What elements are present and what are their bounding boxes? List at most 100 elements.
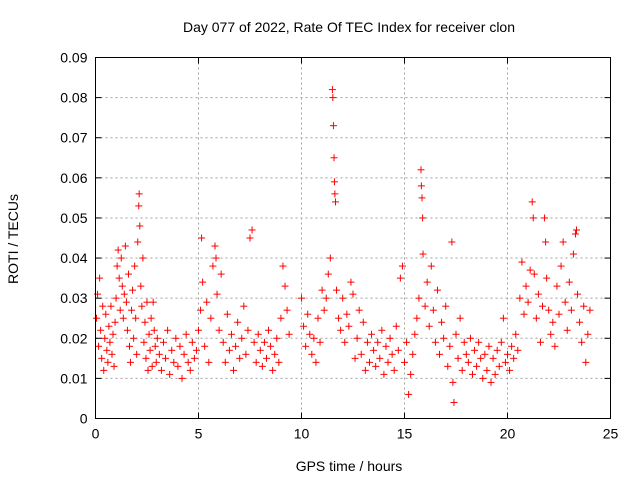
data-point — [271, 350, 279, 358]
data-point — [300, 322, 308, 330]
data-point — [281, 282, 289, 290]
data-point — [252, 358, 260, 366]
data-point — [396, 274, 404, 282]
data-point — [219, 338, 227, 346]
data-point — [152, 358, 160, 366]
data-point — [582, 358, 590, 366]
data-point — [95, 342, 103, 350]
data-point — [388, 350, 396, 358]
data-point — [501, 358, 509, 366]
data-point — [314, 314, 322, 322]
data-point — [347, 278, 355, 286]
y-tick-label: 0.08 — [60, 90, 87, 106]
data-point — [265, 326, 273, 334]
data-point — [118, 282, 126, 290]
data-point — [304, 310, 312, 318]
data-point — [574, 290, 582, 298]
data-point — [382, 342, 390, 350]
data-point — [518, 258, 526, 266]
data-point — [153, 334, 161, 342]
data-point — [541, 214, 549, 222]
data-point — [178, 374, 186, 382]
data-point — [444, 362, 452, 370]
data-point — [468, 370, 476, 378]
data-point — [567, 306, 575, 314]
data-point — [386, 334, 394, 342]
data-point — [123, 326, 131, 334]
data-point — [172, 334, 180, 342]
x-axis-label: GPS time / hours — [296, 458, 403, 474]
data-point — [413, 314, 421, 322]
data-point — [514, 346, 522, 354]
data-point — [516, 294, 524, 302]
data-point — [578, 338, 586, 346]
data-point — [506, 366, 514, 374]
data-point — [549, 318, 557, 326]
data-point — [557, 262, 565, 270]
data-point — [520, 310, 528, 318]
data-point — [143, 298, 151, 306]
data-point — [419, 250, 427, 258]
data-point — [227, 330, 235, 338]
data-point — [330, 154, 338, 162]
data-point — [201, 342, 209, 350]
data-point — [217, 270, 225, 278]
data-point — [418, 194, 426, 202]
data-point — [112, 294, 120, 302]
data-point — [433, 286, 441, 294]
y-tick-label: 0.02 — [60, 330, 87, 346]
data-point — [454, 354, 462, 362]
data-point — [120, 290, 128, 298]
data-point — [144, 366, 152, 374]
data-point — [198, 234, 206, 242]
data-point — [195, 326, 202, 334]
data-point — [365, 358, 373, 366]
data-point — [190, 354, 198, 362]
x-tick-label: 10 — [294, 426, 310, 442]
data-point — [184, 358, 192, 366]
data-point — [98, 354, 106, 362]
data-point — [401, 358, 408, 366]
data-point — [117, 254, 125, 262]
x-tick-label: 5 — [195, 426, 203, 442]
data-point — [547, 330, 555, 338]
data-point — [159, 338, 167, 346]
data-point — [316, 338, 324, 346]
data-point — [203, 298, 211, 306]
data-point — [328, 86, 336, 94]
data-point — [491, 370, 499, 378]
x-tick-label: 0 — [92, 426, 100, 442]
data-point — [330, 178, 338, 186]
data-point — [539, 302, 547, 310]
data-point — [456, 314, 464, 322]
data-point — [308, 350, 316, 358]
data-point — [466, 334, 474, 342]
data-point — [107, 302, 115, 310]
y-tick-label: 0.03 — [60, 290, 87, 306]
data-point — [162, 354, 170, 362]
data-point — [580, 302, 588, 310]
data-point — [135, 202, 143, 210]
data-point — [431, 338, 439, 346]
data-point — [497, 338, 505, 346]
y-tick-label: 0.04 — [60, 250, 87, 266]
data-point — [337, 326, 345, 334]
data-point — [504, 350, 511, 358]
data-point — [105, 322, 113, 330]
data-point — [150, 326, 158, 334]
data-point — [260, 338, 268, 346]
data-point — [510, 354, 518, 362]
data-point — [277, 314, 285, 322]
data-point — [242, 350, 250, 358]
data-point — [148, 362, 156, 370]
data-point — [213, 290, 221, 298]
data-point — [145, 330, 153, 338]
data-point — [215, 326, 223, 334]
chart-title: Day 077 of 2022, Rate Of TEC Index for r… — [183, 19, 515, 35]
data-point — [543, 274, 551, 282]
data-point — [230, 366, 238, 374]
data-point — [225, 346, 233, 354]
data-point — [176, 342, 184, 350]
data-point — [553, 282, 561, 290]
